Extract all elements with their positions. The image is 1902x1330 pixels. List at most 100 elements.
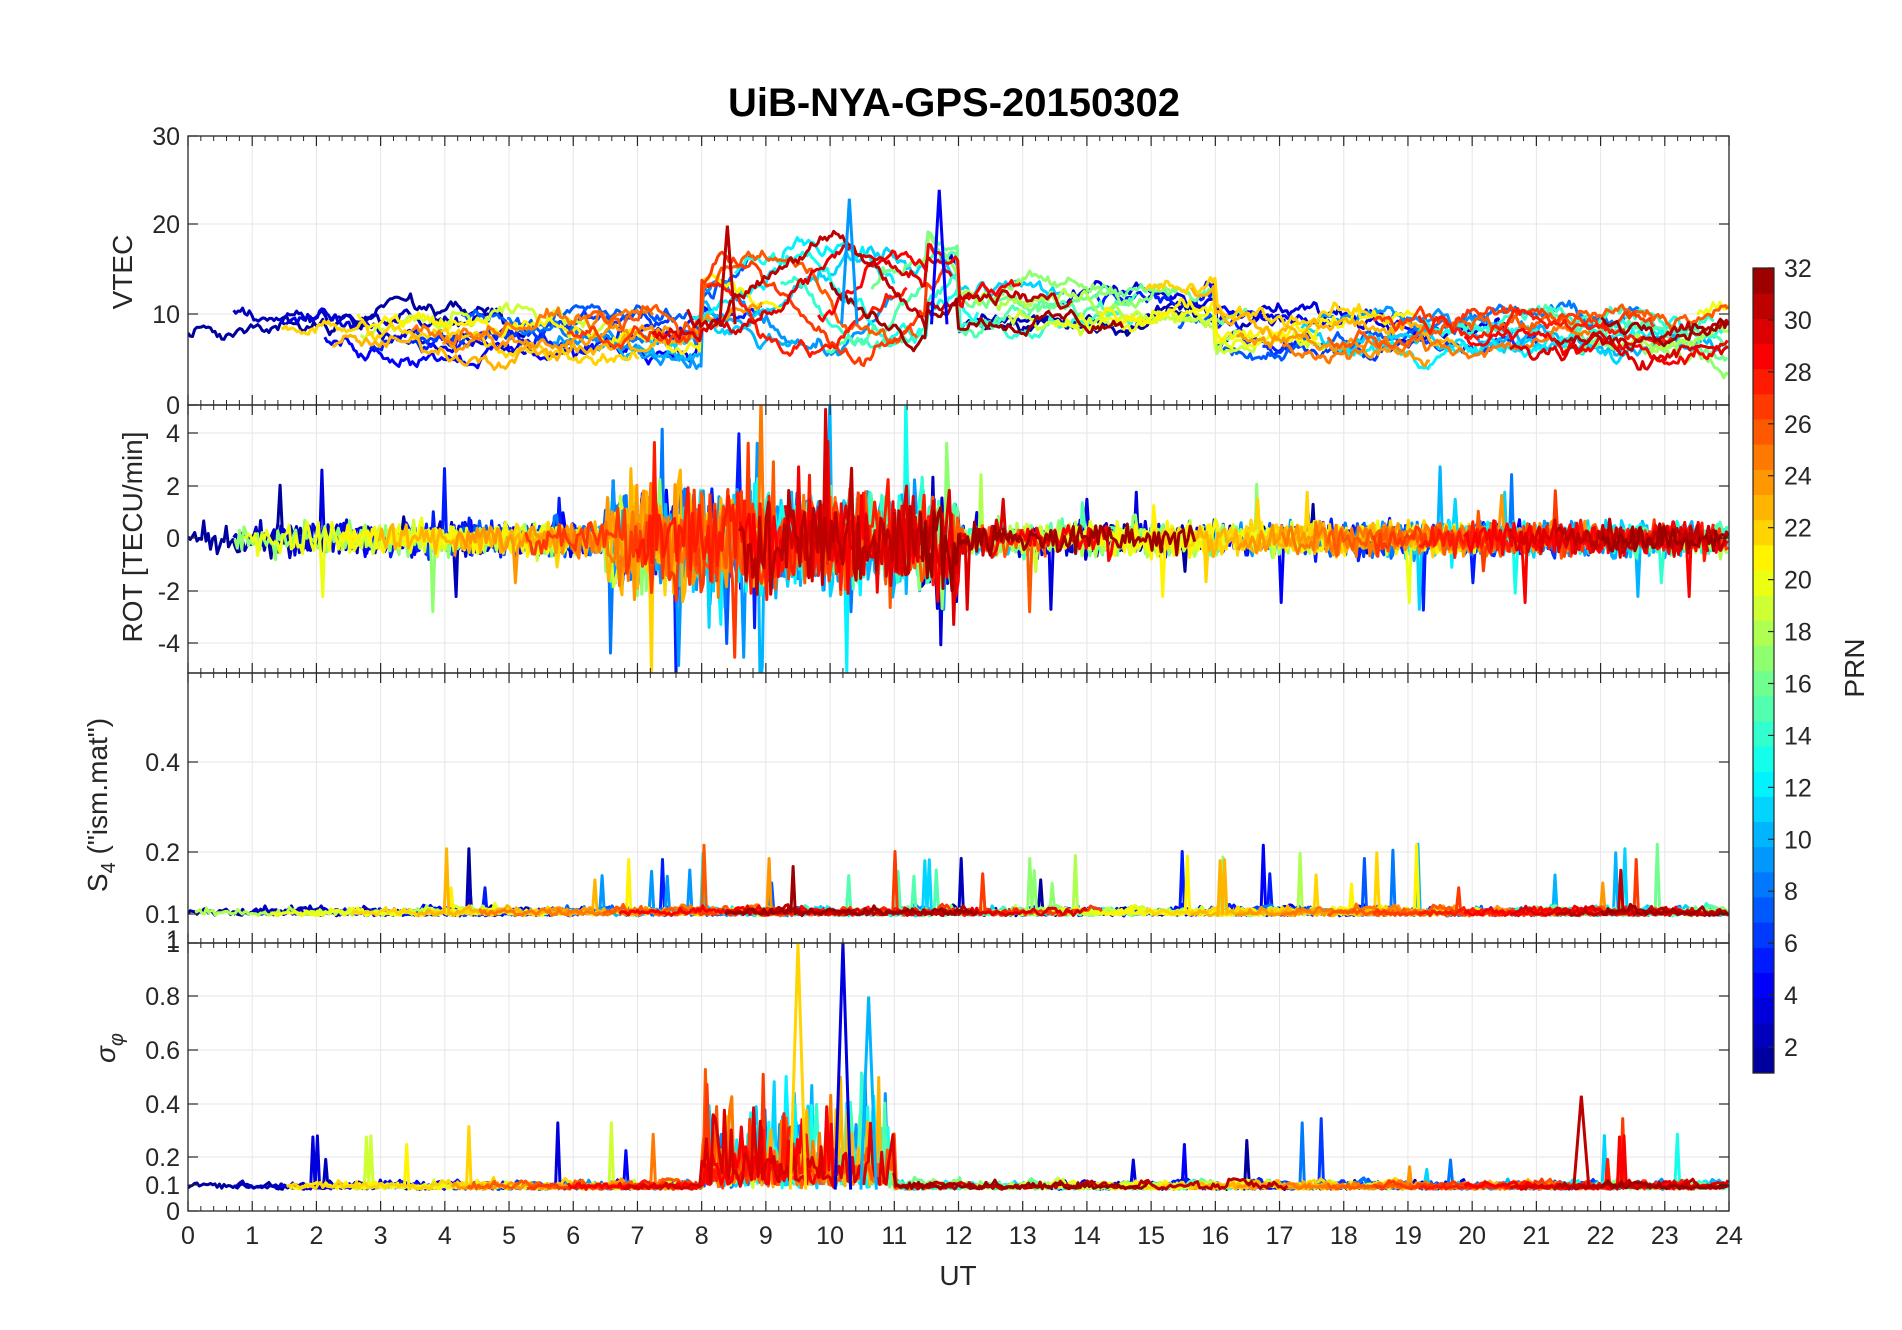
colorbar-swatch-prn-12	[1753, 771, 1774, 797]
colorbar-swatch-prn-19	[1753, 595, 1774, 621]
series-prn-30-pass-1	[1509, 330, 1729, 371]
colorbar-tick-label-9: 20	[1784, 567, 1812, 595]
colorbar-swatch-prn-13	[1753, 745, 1774, 772]
series-prn-32-pass-1	[1600, 316, 1729, 348]
chart-title: UiB-NYA-GPS-20150302	[728, 81, 1180, 125]
panel-sigma-phi: 00.10.20.40.60.810 1 2 3 4 5 6 7 8 9 10 11 12 13 14 15 1…	[145, 930, 1743, 1250]
series-prn-17-pass-2	[1563, 335, 1729, 380]
series-prn-25-pass-1	[1281, 325, 1592, 365]
xtick-label-10: 10	[816, 1222, 844, 1250]
colorbar-tick-label-10: 22	[1784, 515, 1812, 543]
colorbar-box	[1752, 267, 1775, 1074]
series-prn-24-pass-2	[442, 301, 763, 354]
ytick-label-5: 0.8	[145, 983, 180, 1011]
colorbar-swatch-prn-20	[1753, 569, 1774, 596]
colorbar-tick-label-7: 16	[1784, 670, 1812, 698]
xtick-label-21: 21	[1522, 1222, 1550, 1250]
panel-s4-top-tick: 1	[166, 926, 180, 954]
series-group	[188, 405, 1729, 673]
colorbar-tick-label-11: 24	[1784, 463, 1812, 491]
peak-3	[1572, 1095, 1591, 1190]
ytick-label-4: 0.6	[145, 1037, 180, 1065]
ytick-label-4: 4	[166, 420, 180, 448]
colorbar-tick-label-3: 8	[1784, 878, 1798, 906]
series-prn-5-pass-2	[1094, 290, 1313, 353]
series-prn-29-pass-1	[1463, 327, 1729, 366]
xtick-label-7: 7	[631, 1222, 645, 1250]
xtick-label-2: 2	[309, 1222, 323, 1250]
panel-sigma-ylabel-sub: φ	[106, 1033, 128, 1046]
series-prn-32-pass-1	[1599, 1179, 1728, 1191]
colorbar-swatch-prn-31	[1753, 293, 1774, 319]
colorbar-swatch-prn-2	[1753, 1022, 1774, 1049]
colorbar-swatch-prn-32	[1753, 268, 1774, 294]
series-prn-32-pass-2	[829, 281, 1124, 353]
series-prn-15-pass-1	[825, 247, 1138, 354]
ytick-label-1: 0.2	[145, 839, 180, 867]
series-group	[188, 842, 1729, 918]
colorbar-swatch-prn-16	[1753, 670, 1774, 697]
colorbar-swatch-prn-27	[1753, 393, 1774, 420]
series-prn-31-pass-1	[1555, 318, 1729, 352]
panel-s4-ylabel-main: S	[82, 873, 113, 892]
xtick-label-19: 19	[1394, 1222, 1422, 1250]
colorbar-swatch-prn-4	[1753, 972, 1774, 999]
ytick-label-3: 0.4	[145, 1091, 180, 1119]
series-prn-23-pass-2	[332, 331, 698, 371]
colorbar-tick-label-5: 12	[1784, 774, 1812, 802]
series-prn-32-pass-2	[919, 506, 1197, 593]
xtick-label-24: 24	[1715, 1222, 1743, 1250]
xtick-label-18: 18	[1330, 1222, 1358, 1250]
series-prn-32-pass-1	[1599, 902, 1729, 917]
ytick-label-2: 0.4	[145, 749, 180, 777]
peak-2	[930, 189, 949, 325]
series-prn-25-pass-2	[411, 306, 654, 346]
xtick-label-15: 15	[1137, 1222, 1165, 1250]
panel-sigma-ylabel-main: σ	[90, 1045, 121, 1063]
series-prn-20-pass-2	[1696, 300, 1729, 316]
colorbar-swatch-prn-24	[1753, 469, 1774, 496]
xtick-label-12: 12	[945, 1222, 973, 1250]
xtick-label-14: 14	[1073, 1222, 1101, 1250]
xtick-label-20: 20	[1458, 1222, 1486, 1250]
series-prn-28-pass-2	[705, 282, 908, 358]
panel-sigma-ylabel: σφ	[90, 1033, 128, 1063]
colorbar-tick-label-1: 4	[1784, 982, 1798, 1010]
x-axis-label: UT	[939, 1260, 976, 1291]
ytick-label-0: 0	[166, 1198, 180, 1226]
series-group	[188, 189, 1729, 380]
series-group	[188, 943, 1729, 1191]
colorbar-swatch-prn-23	[1753, 494, 1774, 521]
series-prn-28-pass-1	[1417, 307, 1674, 346]
series-prn-31-pass-2	[738, 466, 932, 596]
panel-vtec: 0 10 20 30	[152, 123, 1730, 420]
colorbar-swatch-prn-9	[1753, 846, 1774, 873]
series-prn-31-pass-2	[686, 229, 1073, 331]
ytick-label-6: 1	[166, 930, 180, 958]
colorbar-tick-label-6: 14	[1784, 722, 1812, 750]
colorbar-swatch-prn-11	[1753, 796, 1774, 823]
series-prn-29-pass-2	[817, 243, 1022, 323]
xtick-label-5: 5	[502, 1222, 516, 1250]
colorbar-swatch-prn-1	[1753, 1047, 1774, 1074]
ytick-label-2: 0	[166, 525, 180, 553]
ytick-label-0: -4	[158, 630, 180, 658]
series-prn-32-pass-2	[724, 865, 979, 918]
ytick-label-3: 2	[166, 473, 180, 501]
xtick-label-16: 16	[1201, 1222, 1229, 1250]
series-prn-24-pass-1	[1236, 332, 1431, 368]
ytick-label-1: -2	[158, 578, 180, 606]
colorbar-swatch-prn-28	[1753, 368, 1774, 395]
peak-2	[859, 996, 878, 1190]
series-prn-23-pass-1	[1189, 285, 1462, 350]
panel-s4-ylabel-sub: 4	[98, 862, 120, 873]
xtick-label-22: 22	[1587, 1222, 1615, 1250]
colorbar-tick-label-4: 10	[1784, 826, 1812, 854]
panel-s4-ylabel-rest: ("ism.mat")	[82, 718, 113, 862]
peak-1	[840, 198, 859, 325]
xtick-label-4: 4	[438, 1222, 452, 1250]
ytick-label-2: 0.2	[145, 1144, 180, 1172]
colorbar-swatch-prn-3	[1753, 997, 1774, 1024]
